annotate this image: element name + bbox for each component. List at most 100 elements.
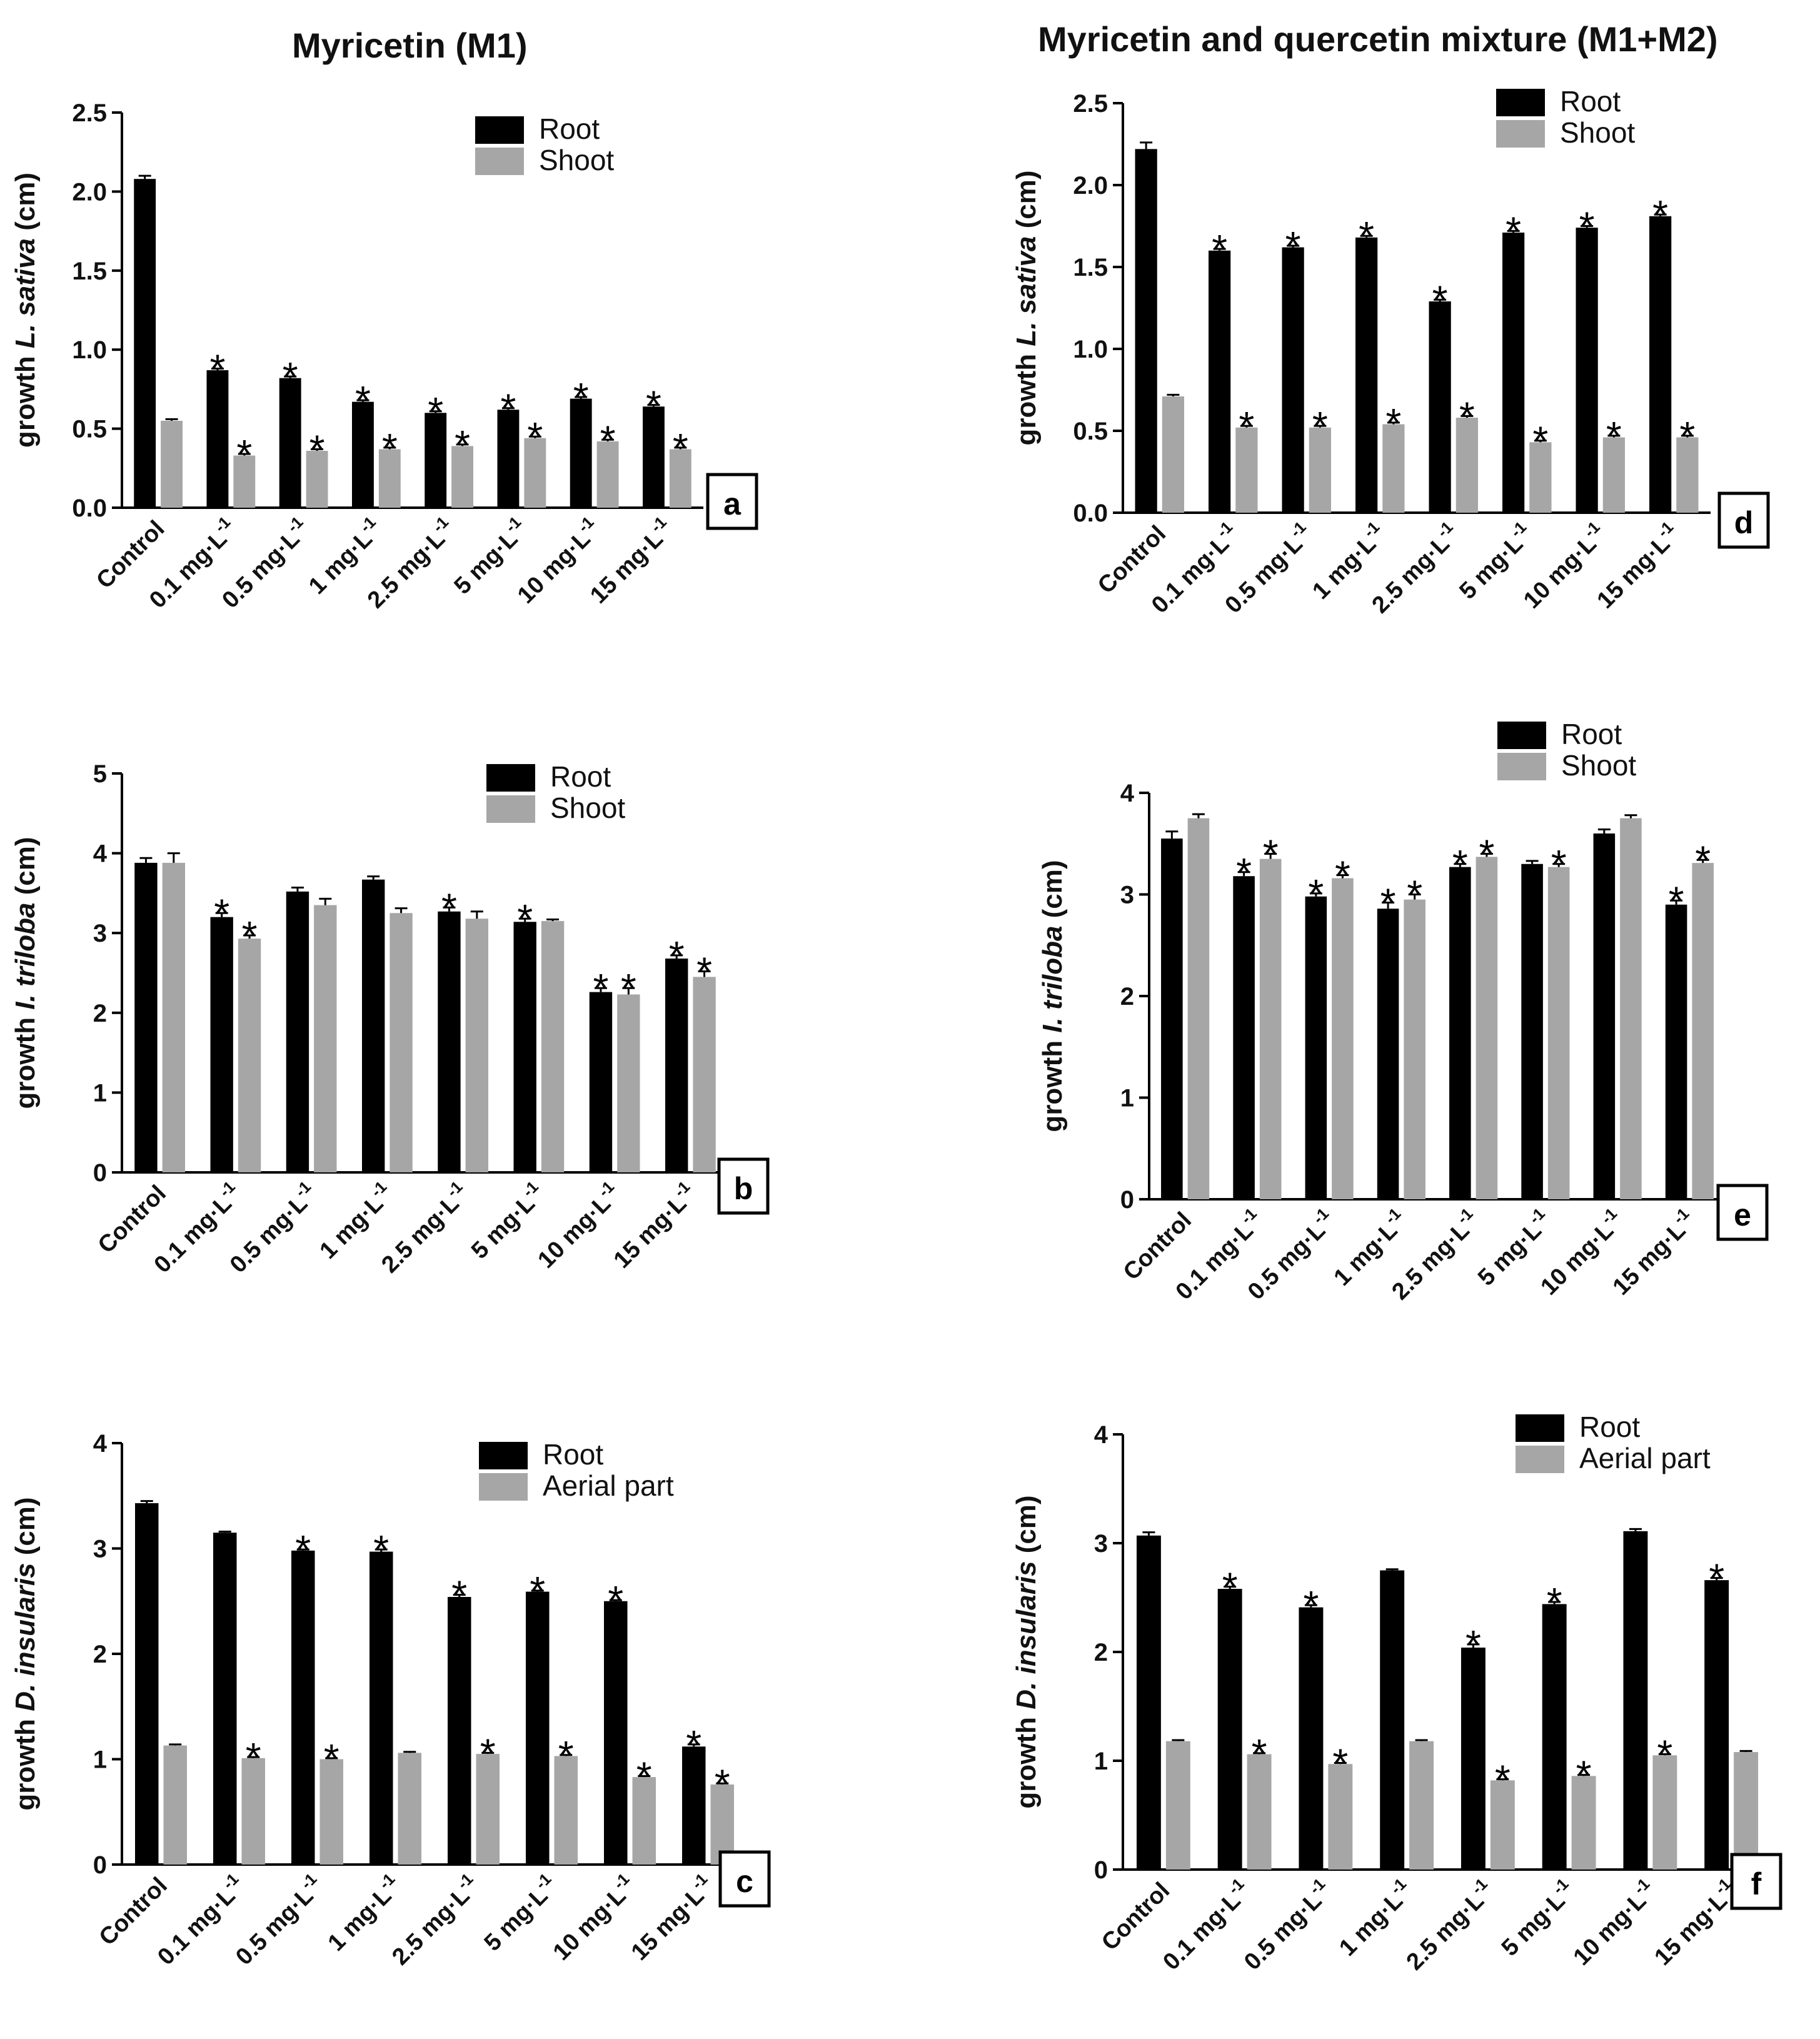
significance-star: * [1385,400,1401,445]
bar-root [1136,1535,1161,1870]
bar-shoot [1529,442,1552,513]
significance-star: * [1506,208,1521,253]
bar-shoot [162,862,185,1172]
x-tick-label: 5 mg·L-1 [476,1870,563,1956]
bar-shoot [241,1758,265,1865]
legend-label: Root [1561,718,1622,750]
panel-label: d [1734,505,1754,540]
significance-star: * [1479,832,1494,877]
y-axis-label-prefix: growth [10,1711,41,1811]
significance-star: * [428,389,443,434]
panel-label-box [1717,491,1770,549]
significance-star: * [669,933,685,978]
x-tick-label-text: 15 mg [626,1898,693,1965]
y-tick-label: 1.5 [1073,254,1108,281]
significance-star: * [1239,403,1254,448]
significance-star: * [1459,393,1475,438]
x-tick-label-text: 2.5 mg [1387,1233,1459,1305]
x-tick-label-text: 2.5 mg [376,1206,448,1278]
significance-star: * [646,383,661,428]
y-axis-label-suffix: (cm) [10,837,41,902]
x-tick-label-text: 2.5 mg [1367,546,1439,618]
x-tick-label-text: 0.1 mg [1171,1233,1243,1305]
x-tick-label: 1 mg·L-1 [320,1870,407,1956]
y-tick-label: 3 [93,1536,107,1563]
significance-star: * [517,896,533,941]
significance-star: * [1606,413,1622,458]
bar-shoot [476,1754,500,1865]
legend-label: Shoot [1560,116,1635,149]
bar-root [448,1597,471,1865]
significance-star: * [530,1568,545,1613]
bar-shoot [233,455,256,508]
significance-star: * [593,965,608,1010]
bar-shoot [1259,858,1282,1199]
y-axis-label-suffix: (cm) [1011,170,1042,236]
y-axis-label: growth L. sativa (cm) [10,173,41,448]
bar-shoot [465,919,488,1172]
significance-star: * [500,386,516,431]
significance-star: * [1466,1622,1481,1667]
significance-star: * [1657,1732,1672,1777]
panel-label: a [723,486,742,521]
x-tick-label-text: 2.5 mg [363,541,435,613]
significance-star: * [451,1573,467,1618]
y-tick-label: 2.5 [1073,90,1108,118]
x-tick-label-text: 10 mg [1536,1233,1602,1300]
significance-star: * [1579,204,1595,249]
significance-star: * [324,1736,339,1781]
x-tick-label-text: 10 mg [1569,1903,1636,1970]
y-axis-label-suffix: (cm) [1011,1495,1042,1561]
y-tick-label: 1.5 [72,258,107,285]
y-axis-label-suffix: (cm) [1037,860,1068,925]
x-tick-label: 10 mg·L-1 [1566,1875,1662,1971]
significance-star: * [283,354,298,399]
significance-star: * [242,913,258,958]
y-tick-label: 1 [1094,1748,1108,1775]
bar-shoot [1476,857,1498,1199]
bar-shoot [1692,863,1714,1199]
significance-star: * [1407,872,1422,917]
x-tick-label: 0.1 mg·L-1 [1155,1875,1255,1975]
y-tick-label: 4 [93,1430,108,1458]
bar-shoot [1409,1741,1434,1870]
bar-root [1135,149,1157,513]
y-axis-label: growth I. triloba (cm) [1037,860,1068,1132]
x-tick-label-text: 10 mg [533,1206,600,1273]
y-axis-label-species: D. insularis [1011,1561,1042,1709]
bar-root [352,401,374,508]
significance-star: * [441,885,457,930]
significance-star: * [1679,413,1695,458]
panel-label: f [1751,1866,1762,1901]
y-tick-label: 5 [93,760,107,788]
significance-star: * [480,1730,496,1775]
bar-shoot [1382,424,1405,513]
y-tick-label: 0.5 [72,416,107,443]
bar-shoot [1734,1752,1759,1870]
significance-star: * [1432,277,1448,322]
y-axis-label-suffix: (cm) [10,1497,41,1563]
panel-label-box [1730,1853,1782,1910]
legend-label: Root [1560,85,1621,118]
significance-star: * [1551,842,1567,887]
bar-shoot [319,1759,343,1865]
bar-root [604,1601,628,1865]
y-tick-label: 0 [1094,1856,1108,1884]
bar-root [1449,867,1471,1199]
x-tick-label-text: 0.5 mg [1239,1903,1311,1975]
y-axis-label-prefix: growth [1037,1033,1068,1132]
bar-root [425,413,447,508]
x-tick-label-text: 0.1 mg [1147,546,1219,618]
x-tick-label-text: 10 mg [548,1898,615,1965]
y-tick-label: 1.0 [72,336,107,364]
legend-swatch-shoot [1496,120,1545,148]
bar-shoot [1332,878,1354,1199]
bar-shoot [1162,396,1184,513]
bar-root [1704,1580,1729,1870]
y-tick-label: 4 [1094,1421,1109,1449]
bar-root [1233,876,1255,1199]
legend-swatch-shoot [479,1473,528,1501]
bar-root [1576,228,1598,513]
